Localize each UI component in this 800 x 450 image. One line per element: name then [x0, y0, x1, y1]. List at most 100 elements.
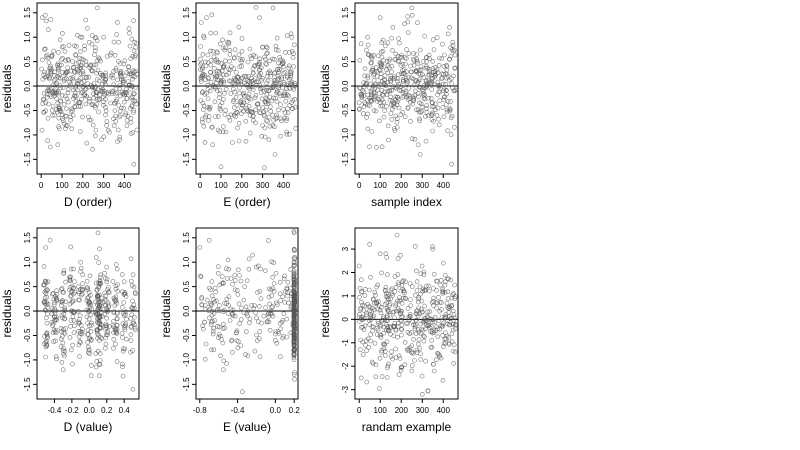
data-point: [240, 102, 245, 108]
data-point: [257, 74, 262, 79]
data-point: [253, 5, 259, 10]
data-point: [409, 13, 415, 18]
x-tick-label: 300: [97, 181, 111, 190]
data-point: [41, 90, 47, 96]
data-point: [276, 81, 282, 87]
data-point: [378, 103, 384, 109]
y-tick-label: 1.5: [23, 7, 32, 19]
data-point: [410, 319, 415, 325]
data-point: [68, 117, 73, 123]
data-point: [379, 92, 385, 97]
data-point: [226, 266, 232, 272]
data-point: [40, 57, 45, 63]
data-point: [282, 110, 288, 115]
data-point: [46, 88, 52, 94]
data-point: [401, 67, 407, 72]
data-point: [57, 83, 63, 88]
data-point: [453, 87, 459, 93]
y-tick-label: -3: [341, 386, 350, 394]
data-point: [427, 72, 432, 77]
data-point: [211, 347, 217, 353]
data-point: [123, 86, 129, 92]
data-point: [199, 116, 205, 122]
data-point: [70, 361, 75, 367]
data-point: [372, 94, 377, 100]
data-point: [63, 299, 68, 305]
data-point: [64, 106, 69, 112]
data-point: [291, 372, 297, 377]
data-point: [292, 256, 297, 262]
data-point: [217, 282, 222, 288]
data-point: [428, 324, 434, 329]
data-point: [405, 30, 411, 36]
data-point: [45, 69, 51, 75]
data-point: [224, 72, 229, 78]
data-point: [239, 36, 245, 41]
plot-frame: [195, 227, 299, 400]
data-point: [272, 338, 278, 343]
data-point: [399, 332, 404, 338]
data-point: [430, 58, 436, 64]
data-point: [94, 90, 100, 96]
data-point: [45, 88, 50, 94]
data-point: [132, 98, 138, 104]
data-point: [51, 296, 57, 302]
data-point: [58, 98, 64, 104]
data-point: [385, 363, 391, 369]
data-point: [87, 99, 92, 104]
data-point: [431, 286, 436, 291]
data-point: [90, 147, 95, 152]
data-point: [228, 306, 234, 312]
data-point: [85, 332, 90, 337]
data-point: [419, 391, 425, 397]
data-point: [266, 238, 271, 243]
data-point: [60, 340, 66, 346]
data-point: [94, 77, 100, 82]
data-point: [62, 331, 68, 336]
data-point: [123, 312, 128, 318]
data-point: [429, 78, 435, 84]
data-point: [80, 69, 86, 74]
data-point: [248, 53, 253, 59]
data-point: [439, 56, 445, 61]
data-point: [371, 313, 377, 319]
data-point: [215, 270, 221, 276]
data-point: [268, 85, 274, 90]
data-point: [421, 272, 427, 277]
data-point: [40, 76, 46, 82]
data-point: [217, 95, 222, 100]
data-point: [390, 47, 395, 53]
data-point: [291, 291, 297, 297]
data-point: [448, 107, 453, 113]
data-point: [435, 105, 441, 111]
data-point: [41, 264, 47, 269]
data-point: [414, 56, 419, 62]
data-point: [401, 93, 407, 99]
data-point: [424, 59, 429, 64]
x-tick-label: 100: [214, 181, 228, 190]
data-point: [82, 93, 88, 99]
data-point: [216, 59, 221, 65]
data-point: [111, 345, 116, 351]
y-tick-label: 1.5: [182, 232, 191, 244]
data-point: [291, 341, 297, 347]
data-point: [403, 296, 409, 302]
data-point: [243, 139, 249, 144]
data-point: [406, 75, 411, 80]
data-point: [77, 317, 82, 322]
data-point: [212, 66, 217, 71]
data-point: [221, 124, 226, 129]
data-point: [89, 33, 95, 38]
data-point: [364, 348, 369, 353]
data-point: [239, 49, 245, 54]
data-point: [289, 291, 294, 297]
data-point: [120, 364, 125, 370]
data-point: [246, 104, 252, 109]
data-points: [39, 5, 140, 167]
data-point: [104, 54, 110, 59]
data-point: [430, 128, 435, 134]
data-point: [379, 79, 385, 84]
data-point: [394, 79, 400, 84]
data-point: [244, 99, 250, 104]
